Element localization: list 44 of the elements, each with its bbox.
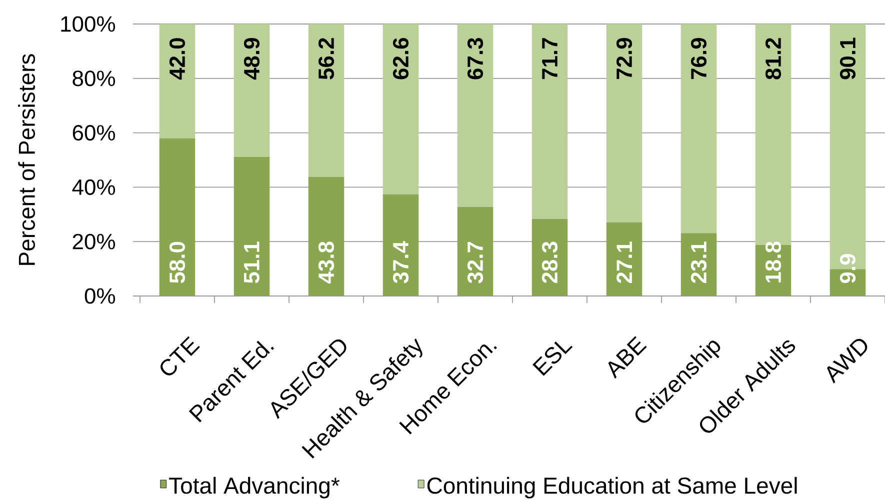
data-label: 62.6 [392, 38, 409, 80]
data-label: 51.1 [244, 242, 260, 284]
data-label: 90.1 [840, 38, 856, 80]
bar [308, 24, 344, 177]
data-label: 43.8 [318, 242, 334, 284]
data-label: 81.2 [765, 38, 782, 80]
data-label: 23.1 [690, 242, 707, 284]
bar [159, 138, 196, 296]
bar [680, 24, 717, 234]
data-label: 67.3 [467, 38, 484, 80]
data-label: 32.7 [467, 242, 484, 284]
legend-label: Total Advancing* [169, 476, 340, 498]
data-label: 58.0 [169, 242, 186, 284]
data-label: 76.9 [690, 38, 707, 80]
data-label: 42.0 [169, 38, 186, 80]
bar [457, 207, 494, 296]
bar [382, 194, 419, 296]
bar [308, 176, 344, 296]
data-label: 27.1 [616, 242, 632, 284]
data-label: 9.9 [840, 254, 856, 284]
bar [457, 24, 494, 208]
y-tick-label: 20% [72, 234, 116, 250]
data-label: 28.3 [542, 242, 558, 284]
x-tick-label: ESL [532, 341, 573, 376]
y-tick-label: 100% [61, 16, 116, 32]
y-tick-label: 80% [72, 70, 116, 86]
data-label: 48.9 [244, 38, 260, 80]
bar [159, 24, 196, 138]
bar [606, 222, 642, 296]
data-label: 18.8 [765, 242, 782, 282]
data-label: 72.9 [616, 38, 632, 80]
y-tick-label: 0% [84, 288, 116, 304]
bar [606, 24, 642, 222]
data-label: 56.2 [318, 38, 334, 80]
y-axis-title: Percent of Persisters [18, 54, 36, 265]
legend-label: Continuing Education at Same Level [427, 476, 797, 498]
y-tick-label: 60% [72, 125, 116, 141]
bar [532, 24, 568, 220]
y-tick-label: 40% [72, 179, 116, 195]
data-label: 37.4 [392, 241, 409, 284]
bar [234, 24, 270, 158]
bar [382, 24, 419, 194]
data-label: 71.7 [542, 38, 558, 80]
bar [234, 157, 270, 296]
